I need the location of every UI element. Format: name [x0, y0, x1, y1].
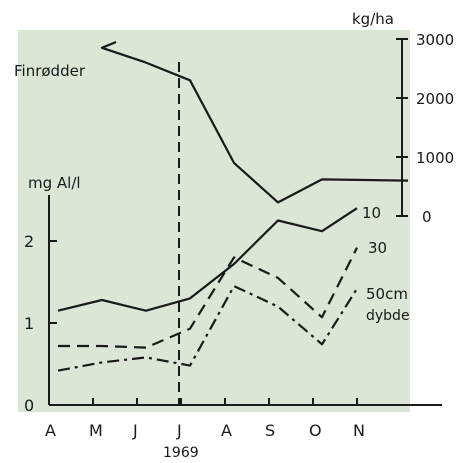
x-tick-label: O — [309, 421, 322, 440]
left-tick-label: 2 — [24, 232, 34, 251]
right-tick-label: 2000 — [416, 90, 454, 108]
series-label-50cm: 50cm — [366, 285, 408, 303]
right-axis-label: kg/ha — [352, 10, 394, 28]
left-tick-label: 1 — [24, 314, 34, 333]
series-line-10 — [57, 207, 358, 312]
right-tick-label: 1000 — [416, 149, 454, 167]
plot-background — [18, 30, 410, 412]
series-note-label: dybde — [366, 308, 410, 324]
series-line-finrdder — [100, 40, 409, 204]
series-label-finrdder: Finrødder — [14, 62, 86, 80]
right-tick-label: 3000 — [416, 31, 454, 49]
x-tick-label: M — [89, 421, 103, 440]
left-axis-label: mg Al/l — [28, 174, 81, 192]
series-line-50cm — [57, 285, 358, 372]
x-tick-label: A — [45, 421, 56, 440]
x-tick-label: J — [176, 421, 182, 440]
x-axis-caption: 1969 — [163, 445, 199, 461]
x-tick-label: A — [221, 421, 232, 440]
series-line-30 — [58, 247, 358, 349]
series-label-10: 10 — [362, 204, 381, 222]
series-label-30: 30 — [368, 239, 387, 257]
left-tick-label: 0 — [24, 396, 34, 415]
x-tick-label: S — [265, 421, 275, 440]
x-tick-label: J — [132, 421, 138, 440]
x-tick-label: N — [353, 421, 365, 440]
right-tick-label: 0 — [422, 208, 432, 226]
